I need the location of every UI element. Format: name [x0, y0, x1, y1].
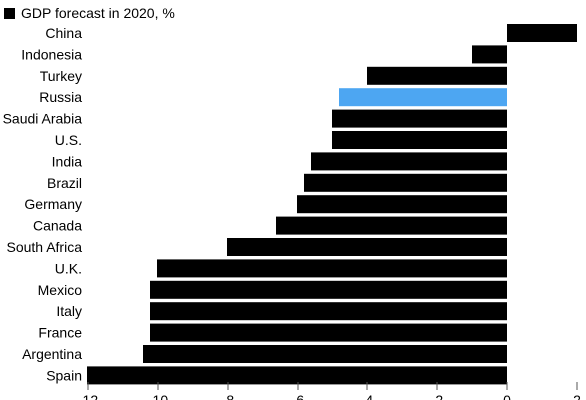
bar-u-s: [332, 131, 507, 149]
bar-indonesia: [472, 45, 507, 64]
x-tick-label: -6: [292, 392, 305, 400]
category-label: France: [38, 325, 82, 341]
category-label: Italy: [56, 303, 82, 319]
category-label: India: [52, 153, 83, 169]
category-label: Mexico: [38, 282, 83, 298]
category-label: Germany: [24, 196, 82, 212]
category-label: Russia: [39, 89, 82, 105]
bar-italy: [150, 302, 507, 321]
x-tick-label: -8: [222, 392, 235, 400]
x-tick-label: -10: [148, 392, 168, 400]
x-tick-label: 0: [503, 392, 511, 400]
bar-argentina: [143, 345, 507, 363]
category-label: South Africa: [7, 239, 83, 255]
category-label: Canada: [33, 218, 82, 234]
bar-germany: [297, 195, 507, 214]
category-label: U.K.: [55, 260, 82, 276]
bar-south-africa: [227, 238, 507, 256]
bar-saudi-arabia: [332, 109, 507, 128]
category-label: Turkey: [40, 68, 82, 84]
x-tick-label: -4: [361, 392, 374, 400]
bar-china: [507, 24, 577, 42]
category-label: Spain: [46, 367, 82, 383]
bar-mexico: [150, 280, 507, 299]
bar-u-k: [157, 259, 507, 278]
x-tick-label: -2: [431, 392, 444, 400]
bar-russia: [339, 88, 507, 107]
legend-label: GDP forecast in 2020, %: [21, 5, 175, 21]
chart-legend: GDP forecast in 2020, %: [4, 4, 175, 22]
x-tick-label: -12: [78, 392, 98, 400]
bar-india: [311, 152, 507, 171]
category-label: Brazil: [47, 175, 82, 191]
bar-spain: [87, 366, 507, 385]
bar-turkey: [367, 66, 507, 85]
category-label: Indonesia: [21, 46, 82, 62]
legend-swatch: [4, 7, 15, 19]
bar-brazil: [304, 173, 507, 192]
bar-canada: [276, 216, 507, 235]
x-tick-label: 2: [573, 392, 581, 400]
category-label: China: [45, 25, 82, 41]
bar-france: [150, 323, 507, 342]
category-label: Argentina: [22, 346, 82, 362]
category-label: U.S.: [55, 132, 82, 148]
category-label: Saudi Arabia: [3, 111, 83, 127]
